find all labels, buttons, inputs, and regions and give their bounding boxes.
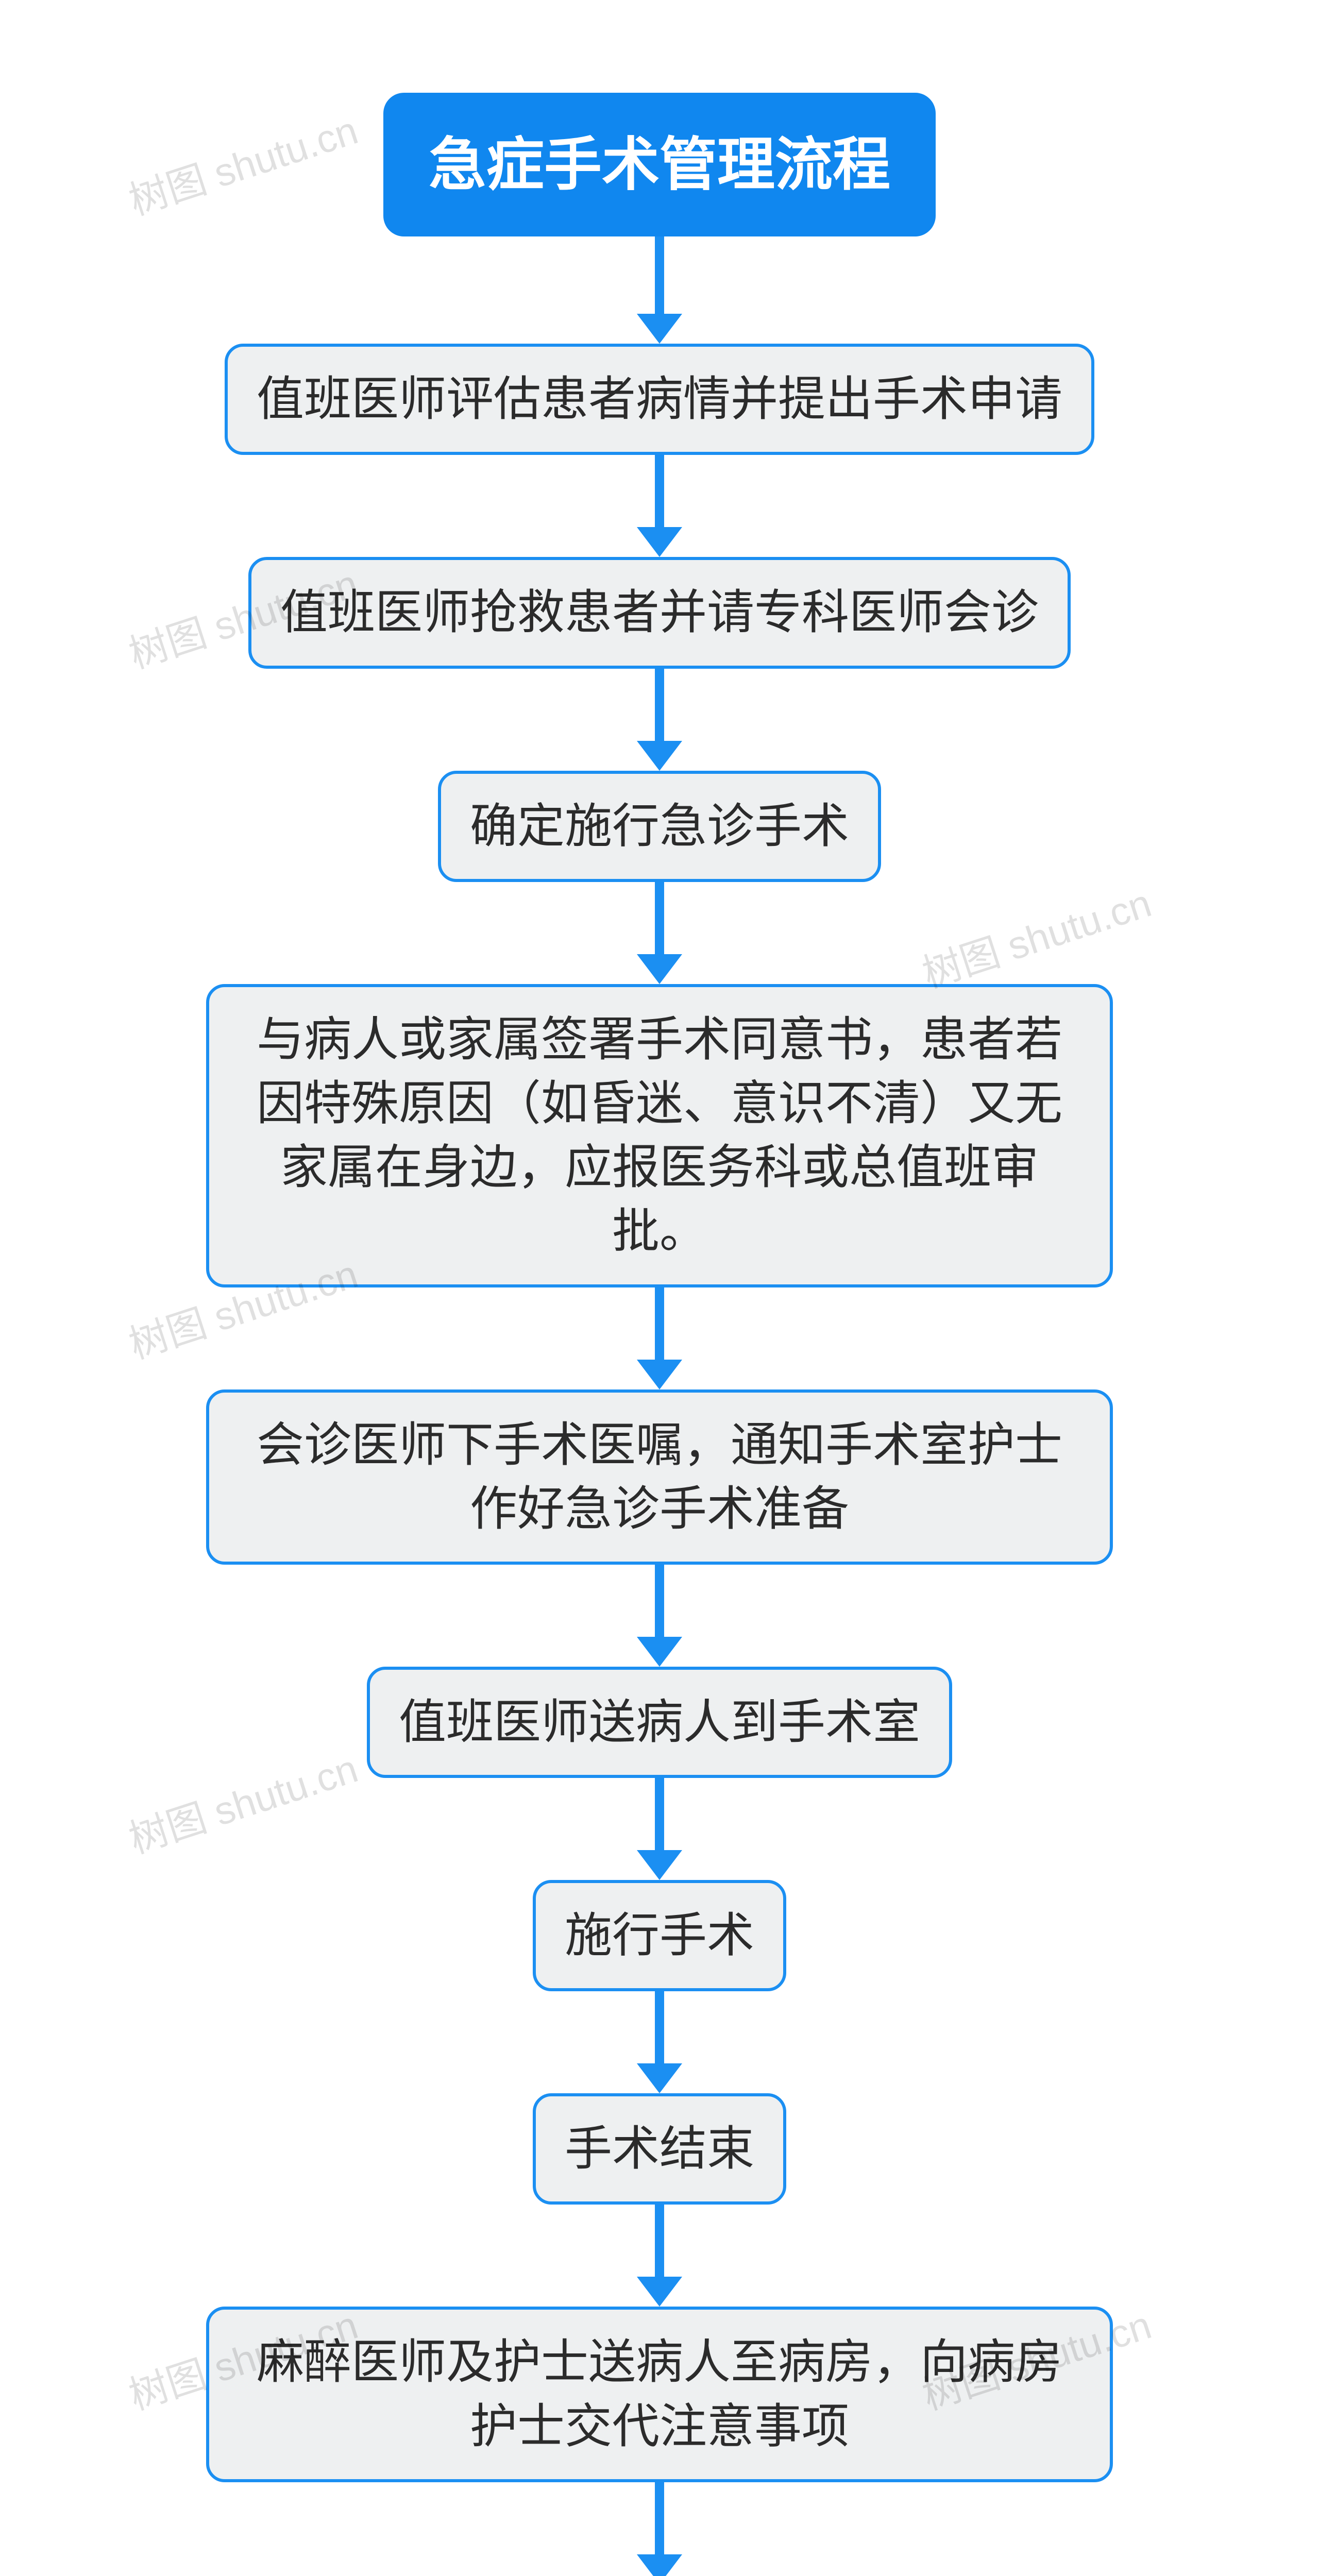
arrow-down-icon [637,455,682,557]
arrow-down-icon [637,669,682,771]
arrow-down-icon [637,1565,682,1667]
arrow-down-icon [637,2482,682,2576]
step-node-s3: 确定施行急诊手术 [438,771,881,882]
step-node-s6: 值班医师送病人到手术室 [367,1667,952,1778]
step-node-s5: 会诊医师下手术医嘱，通知手术室护士作好急诊手术准备 [206,1389,1113,1565]
arrow-down-icon [637,2205,682,2307]
flowchart-canvas: 急症手术管理流程值班医师评估患者病情并提出手术申请值班医师抢救患者并请专科医师会… [0,0,1319,2576]
arrow-down-icon [637,1287,682,1389]
arrow-down-icon [637,236,682,344]
step-node-s4: 与病人或家属签署手术同意书，患者若因特殊原因（如昏迷、意识不清）又无家属在身边，… [206,984,1113,1287]
step-node-s2: 值班医师抢救患者并请专科医师会诊 [248,557,1071,668]
arrow-down-icon [637,1991,682,2093]
step-node-s7: 施行手术 [533,1880,786,1991]
arrow-down-icon [637,1778,682,1880]
flowchart-column: 急症手术管理流程值班医师评估患者病情并提出手术申请值班医师抢救患者并请专科医师会… [0,93,1319,2576]
step-node-s8: 手术结束 [533,2093,786,2205]
step-node-s9: 麻醉医师及护士送病人至病房，向病房护士交代注意事项 [206,2307,1113,2482]
arrow-down-icon [637,882,682,984]
title-node: 急症手术管理流程 [383,93,936,236]
step-node-s1: 值班医师评估患者病情并提出手术申请 [225,344,1094,455]
